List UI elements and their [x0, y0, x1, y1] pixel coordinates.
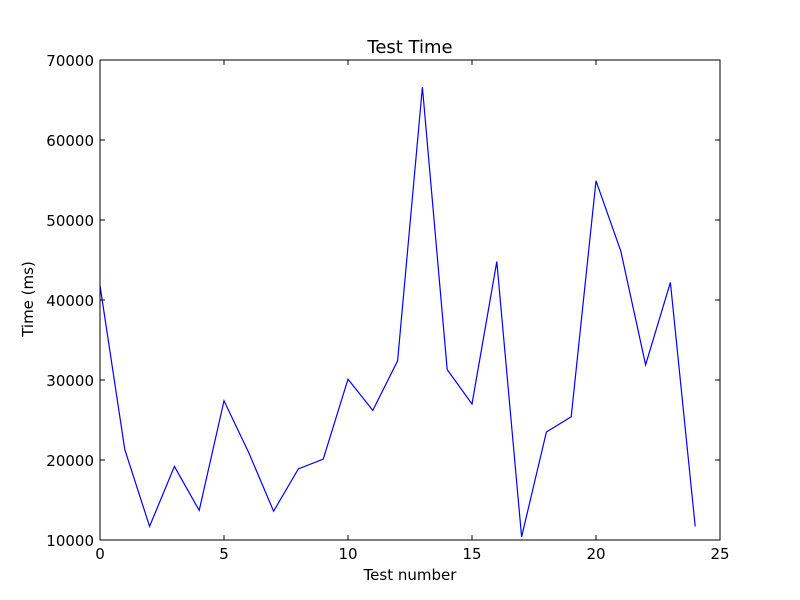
axes-frame	[99, 59, 721, 541]
chart-title: Test Time	[366, 37, 452, 58]
x-tick-label: 25	[710, 545, 729, 563]
x-axis-label: Test number	[363, 566, 458, 584]
y-tick-label: 50000	[46, 212, 94, 230]
y-axis-label: Time (ms)	[19, 261, 37, 338]
y-tick-label: 20000	[46, 452, 94, 470]
y-tick-label: 10000	[46, 532, 94, 550]
y-tick-label: 70000	[46, 52, 94, 70]
y-tick-label: 30000	[46, 372, 94, 390]
y-tick-label: 40000	[46, 292, 94, 310]
x-tick-label: 5	[219, 545, 229, 563]
x-tick-label: 10	[338, 545, 357, 563]
plot-area	[99, 87, 696, 537]
series-line	[99, 87, 696, 537]
axis-ticks: 0 5 10 15 20 25 10000 20000 30000 40000 50000 60000…	[46, 52, 729, 563]
x-tick-label: 15	[462, 545, 481, 563]
x-tick-label: 0	[95, 545, 105, 563]
x-tick-label: 20	[586, 545, 605, 563]
y-tick-label: 60000	[46, 132, 94, 150]
